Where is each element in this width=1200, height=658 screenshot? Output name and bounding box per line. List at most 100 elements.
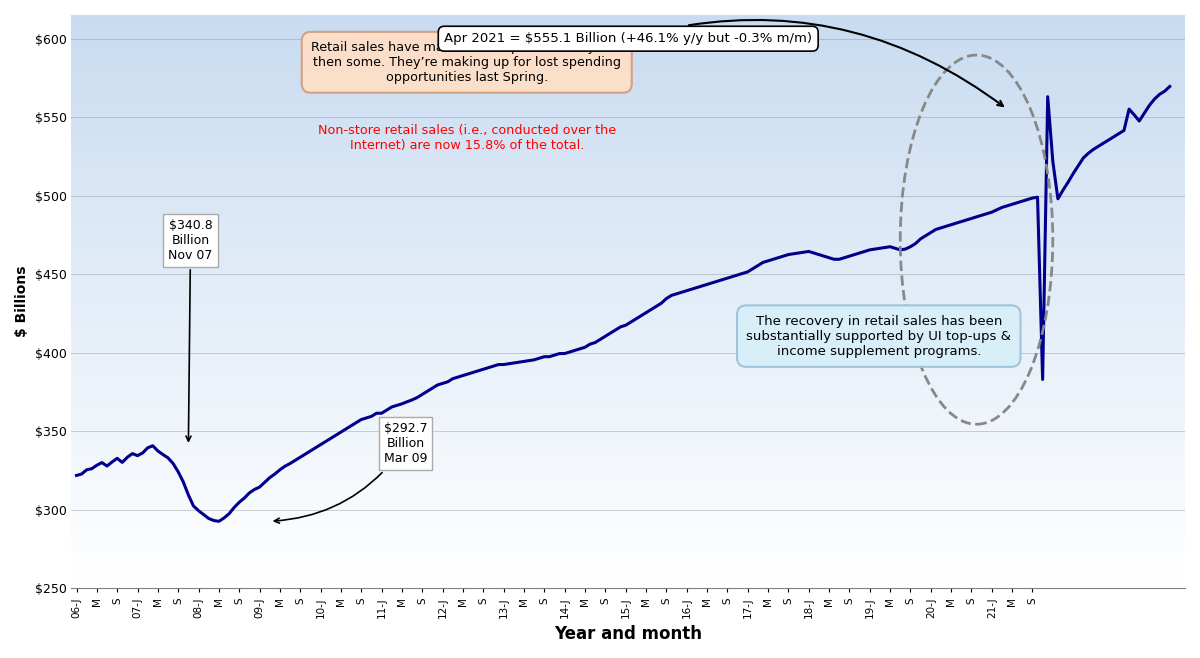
Bar (72, 207, 1186, 210)
Bar (72, 565, 1186, 569)
Bar (72, 167, 1186, 170)
Bar (72, 267, 1186, 270)
Bar (72, 273, 1186, 276)
Bar (72, 577, 1186, 580)
Bar (72, 47, 1186, 49)
Bar (72, 465, 1186, 468)
Text: Non-store retail sales (i.e., conducted over the
Internet) are now 15.8% of the : Non-store retail sales (i.e., conducted … (318, 124, 616, 152)
Bar (72, 299, 1186, 302)
Bar (72, 72, 1186, 75)
Bar (72, 176, 1186, 178)
Bar (72, 453, 1186, 457)
Bar (72, 110, 1186, 113)
Bar (72, 436, 1186, 440)
Bar (72, 230, 1186, 233)
Bar (72, 164, 1186, 167)
Bar (72, 43, 1186, 47)
Bar (72, 419, 1186, 422)
Bar (72, 545, 1186, 548)
Bar (72, 434, 1186, 436)
Bar (72, 210, 1186, 213)
Bar (72, 30, 1186, 32)
Bar (72, 172, 1186, 176)
Bar (72, 107, 1186, 110)
Bar (72, 402, 1186, 405)
Bar (72, 55, 1186, 58)
Bar (72, 474, 1186, 476)
Bar (72, 256, 1186, 259)
Bar (72, 276, 1186, 279)
Bar (72, 224, 1186, 227)
Bar (72, 293, 1186, 296)
Bar (72, 586, 1186, 588)
Bar (72, 353, 1186, 356)
Bar (72, 84, 1186, 87)
Bar (72, 463, 1186, 465)
Bar (72, 457, 1186, 459)
Bar (72, 282, 1186, 284)
Bar (72, 459, 1186, 463)
Bar (72, 508, 1186, 511)
Bar (72, 405, 1186, 408)
Bar (72, 147, 1186, 150)
Bar (72, 288, 1186, 290)
Bar (72, 290, 1186, 293)
Bar (72, 259, 1186, 262)
Bar (72, 98, 1186, 101)
Bar (72, 52, 1186, 55)
Bar (72, 488, 1186, 491)
Bar (72, 528, 1186, 531)
Bar (72, 442, 1186, 445)
Bar (72, 505, 1186, 508)
Bar (72, 379, 1186, 382)
Bar (72, 497, 1186, 499)
Bar (72, 485, 1186, 488)
Bar (72, 330, 1186, 333)
Bar (72, 284, 1186, 288)
Bar (72, 244, 1186, 247)
Bar (72, 503, 1186, 505)
Bar (72, 543, 1186, 545)
Bar (72, 480, 1186, 482)
Bar (72, 356, 1186, 359)
Bar (72, 476, 1186, 480)
Text: The recovery in retail sales has been
substantially supported by UI top-ups &
in: The recovery in retail sales has been su… (746, 315, 1012, 357)
Bar (72, 316, 1186, 319)
Bar (72, 347, 1186, 351)
Bar (72, 155, 1186, 159)
Bar (72, 104, 1186, 107)
Bar (72, 328, 1186, 330)
Bar (72, 15, 1186, 18)
Bar (72, 213, 1186, 216)
Bar (72, 121, 1186, 124)
Bar (72, 201, 1186, 204)
Bar (72, 132, 1186, 136)
Bar (72, 222, 1186, 224)
Bar (72, 35, 1186, 38)
Bar (72, 322, 1186, 324)
Bar (72, 511, 1186, 514)
Bar (72, 190, 1186, 193)
Bar (72, 305, 1186, 307)
Bar (72, 95, 1186, 98)
Bar (72, 64, 1186, 66)
Bar (72, 307, 1186, 311)
Bar (72, 448, 1186, 451)
Bar (72, 70, 1186, 72)
Bar (72, 336, 1186, 339)
Bar (72, 563, 1186, 565)
Bar (72, 517, 1186, 520)
Bar (72, 339, 1186, 342)
Bar (72, 38, 1186, 41)
Bar (72, 124, 1186, 127)
Bar (72, 554, 1186, 557)
Bar (72, 413, 1186, 417)
Bar (72, 49, 1186, 52)
Bar (72, 569, 1186, 571)
Bar (72, 574, 1186, 577)
Bar (72, 560, 1186, 563)
Bar (72, 537, 1186, 540)
Bar (72, 187, 1186, 190)
Bar (72, 324, 1186, 328)
Bar (72, 431, 1186, 434)
